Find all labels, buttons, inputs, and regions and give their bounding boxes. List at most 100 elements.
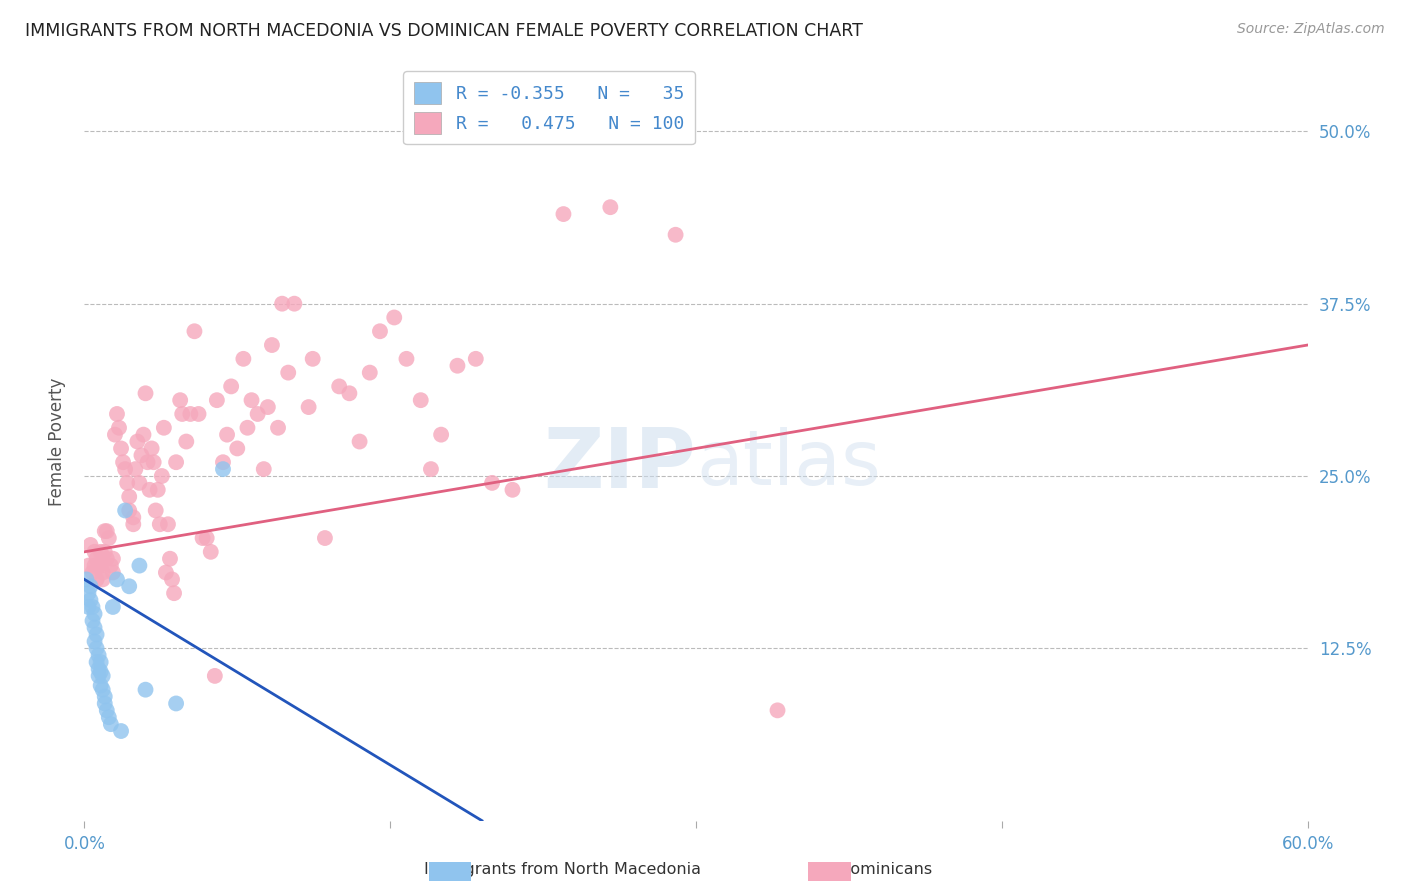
Point [83,558,105,573]
Point [112,455,135,469]
Point [183,324,205,338]
Point [205,393,228,408]
Point [96,703,118,717]
Point [90,655,112,669]
Point [93,697,115,711]
Point [481,475,503,490]
Point [122,510,145,524]
Point [86,627,108,641]
Point [93,545,115,559]
Point [115,475,138,490]
Point [163,586,186,600]
Point [135,682,157,697]
Point [91,573,114,587]
Point [219,379,242,393]
Point [277,366,299,380]
Point [260,338,283,352]
Point [420,462,443,476]
Point [91,669,114,683]
Point [179,407,201,421]
Point [90,665,112,679]
Point [665,227,688,242]
Point [191,531,214,545]
Point [93,524,115,538]
Text: atlas: atlas [696,427,880,501]
Point [232,351,254,366]
Point [90,558,112,573]
Text: Source: ZipAtlas.com: Source: ZipAtlas.com [1237,22,1385,37]
Point [128,558,150,573]
Point [142,455,165,469]
Point [766,703,789,717]
Point [83,545,105,559]
Point [110,442,132,456]
Point [82,599,104,614]
Point [246,407,269,421]
Text: Dominicans: Dominicans [839,863,932,877]
Point [212,462,235,476]
Point [314,531,336,545]
Point [132,427,155,442]
Point [212,455,235,469]
Point [110,724,132,739]
Point [82,614,104,628]
Point [155,566,177,580]
Point [87,648,110,663]
Point [101,599,124,614]
Point [430,427,453,442]
Point [271,296,294,310]
Point [136,455,159,469]
Point [86,573,108,587]
Point [83,607,105,621]
Point [217,427,239,442]
Point [553,207,575,221]
Point [150,469,173,483]
Point [464,351,486,366]
Point [599,200,621,214]
Point [204,669,226,683]
Point [122,517,145,532]
Point [131,448,153,462]
Point [118,503,141,517]
Point [96,551,118,566]
Point [512,118,534,132]
Point [160,573,183,587]
Point [127,434,149,449]
Point [100,558,122,573]
Point [240,393,263,408]
Point [409,393,432,408]
Point [79,593,101,607]
Point [77,599,100,614]
Point [82,566,104,580]
Point [145,503,167,517]
Point [83,634,105,648]
Point [267,421,290,435]
Point [75,573,97,587]
Point [395,351,418,366]
Point [236,421,259,435]
Legend: R = -0.355   N =   35, R =   0.475   N = 100: R = -0.355 N = 35, R = 0.475 N = 100 [404,71,695,145]
Point [86,641,108,656]
Point [105,573,128,587]
Point [118,579,141,593]
Y-axis label: Female Poverty: Female Poverty [48,377,66,506]
Point [283,296,305,310]
Point [79,538,101,552]
Point [359,366,381,380]
Point [104,427,127,442]
Point [159,551,181,566]
Point [226,442,249,456]
Point [101,566,124,580]
Point [100,717,122,731]
Point [96,524,118,538]
Point [105,407,128,421]
Point [172,407,194,421]
Point [114,503,136,517]
Point [301,351,323,366]
Point [90,545,112,559]
Point [90,679,112,693]
Point [339,386,361,401]
Point [79,579,101,593]
Point [97,531,120,545]
Point [118,490,141,504]
